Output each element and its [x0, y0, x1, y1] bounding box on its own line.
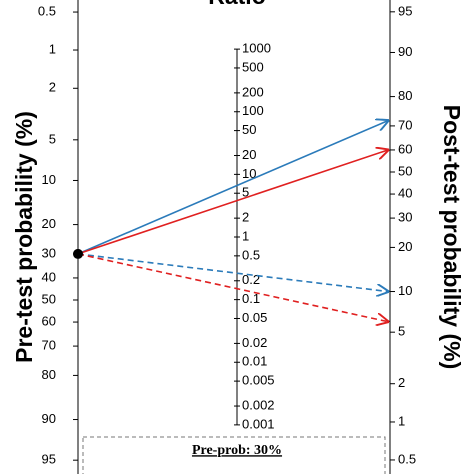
middle-tick-label: 0.5: [242, 247, 260, 262]
middle-tick-label: 20: [242, 147, 256, 162]
right-tick-label: 80: [398, 88, 412, 103]
right-tick-label: 0.5: [398, 451, 416, 466]
right-tick-label: 20: [398, 239, 412, 254]
legend-box: [82, 436, 386, 474]
probability-line: [77, 253, 388, 322]
right-tick-label: 50: [398, 163, 412, 178]
left-tick-label: 1: [49, 41, 56, 56]
pre-test-dot: [73, 248, 83, 259]
middle-tick-label: 0.002: [242, 397, 275, 412]
left-tick-label: 40: [42, 269, 56, 284]
left-tick-label: 20: [42, 216, 56, 231]
right-tick-label: 10: [398, 283, 412, 298]
chart-title: Ratio: [208, 0, 266, 9]
middle-tick-label: 0.2: [242, 272, 260, 287]
right-tick-label: 90: [398, 44, 412, 59]
right-tick-label: 40: [398, 185, 412, 200]
middle-tick-label: 100: [242, 103, 264, 118]
legend-title: Pre-prob: 30%: [192, 443, 282, 458]
left-tick-label: 60: [42, 313, 56, 328]
middle-tick-label: 0.001: [242, 416, 275, 431]
middle-tick-label: 0.1: [242, 291, 260, 306]
left-tick-label: 50: [42, 291, 56, 306]
left-tick-label: 90: [42, 411, 56, 426]
middle-tick-label: 0.02: [242, 335, 267, 350]
left-tick-label: 30: [42, 245, 56, 260]
probability-line: [77, 150, 388, 255]
middle-tick-label: 1000: [242, 41, 271, 56]
probability-line: [77, 121, 388, 255]
right-axis-title: Post-test probability (%): [439, 105, 465, 370]
left-tick-label: 70: [42, 338, 56, 353]
middle-tick-label: 200: [242, 84, 264, 99]
middle-tick-label: 5: [242, 185, 249, 200]
right-tick-label: 1: [398, 413, 405, 428]
left-axis-title: Pre-test probability (%): [11, 111, 37, 363]
middle-tick-label: 0.005: [242, 373, 275, 388]
middle-tick-label: 1: [242, 228, 249, 243]
left-tick-label: 80: [42, 367, 56, 382]
right-tick-label: 60: [398, 141, 412, 156]
middle-tick-label: 0.01: [242, 354, 267, 369]
left-tick-label: 5: [49, 131, 56, 146]
left-tick-label: 2: [49, 80, 56, 95]
middle-tick-label: 50: [242, 122, 256, 137]
left-tick-label: 10: [42, 172, 56, 187]
middle-tick-label: 10: [242, 166, 256, 181]
right-tick-label: 30: [398, 210, 412, 225]
left-tick-label: 0.5: [38, 3, 56, 18]
middle-tick-label: 2: [242, 210, 249, 225]
middle-tick-label: 500: [242, 59, 264, 74]
left-tick-label: 95: [42, 452, 56, 467]
right-tick-label: 5: [398, 324, 405, 339]
probability-line: [77, 253, 388, 292]
right-tick-label: 95: [398, 3, 412, 18]
right-tick-label: 2: [398, 375, 405, 390]
right-tick-label: 70: [398, 117, 412, 132]
middle-tick-label: 0.05: [242, 310, 267, 325]
